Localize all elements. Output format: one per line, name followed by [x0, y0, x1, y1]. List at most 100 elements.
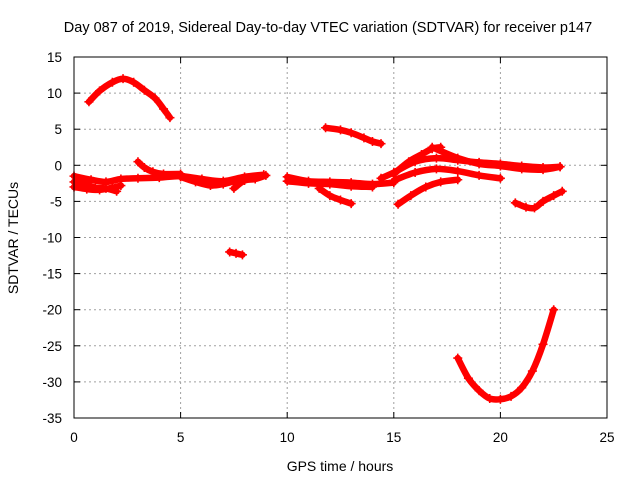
data-point	[463, 373, 473, 383]
data-point	[80, 179, 90, 189]
data-point	[150, 93, 160, 103]
data-point	[159, 169, 169, 179]
data-point	[367, 136, 377, 146]
x-tick-labels: 0 5 10 15 20 25	[70, 430, 614, 445]
data-point	[336, 125, 345, 135]
data-point	[376, 173, 386, 183]
series-arc-8	[225, 247, 247, 260]
series-arc-1	[84, 74, 175, 123]
data-point	[231, 248, 241, 258]
x-tick-label: 25	[599, 430, 614, 445]
plot-frame	[73, 56, 608, 419]
data-point	[555, 162, 565, 172]
y-axis-label: SDTVAR / TECUs	[5, 182, 21, 294]
data-point	[95, 86, 105, 96]
data-series	[69, 74, 567, 404]
data-point	[376, 139, 386, 149]
x-tick-label: 15	[386, 430, 401, 445]
series-arc-7	[229, 170, 271, 193]
y-tick-label: -20	[42, 303, 62, 318]
data-point	[129, 77, 139, 87]
data-point	[367, 182, 377, 192]
data-point	[139, 85, 149, 95]
y-tick-label: -15	[42, 267, 62, 282]
series-band	[315, 185, 355, 207]
data-point	[314, 183, 324, 193]
data-point	[176, 172, 186, 182]
data-point	[133, 173, 143, 183]
data-point	[530, 203, 540, 213]
data-point	[506, 391, 516, 401]
data-point	[240, 175, 250, 185]
data-point	[250, 174, 260, 184]
y-tick-label: -35	[42, 411, 62, 426]
data-point	[527, 366, 537, 376]
data-point	[107, 77, 117, 87]
data-point	[346, 199, 356, 209]
data-point	[431, 164, 441, 174]
data-point	[485, 394, 495, 404]
data-point	[359, 133, 369, 143]
data-point	[225, 247, 235, 257]
data-point	[436, 177, 446, 187]
y-tick-label: -30	[42, 375, 62, 390]
data-point	[495, 173, 505, 183]
data-point	[406, 191, 416, 201]
y-tick-label: -10	[42, 231, 62, 246]
data-point	[517, 383, 527, 393]
data-point	[549, 305, 559, 315]
data-point	[495, 161, 505, 171]
series-arc-10	[282, 176, 377, 192]
data-point	[521, 202, 531, 212]
x-tick-label: 0	[70, 430, 78, 445]
series-arc-15	[389, 164, 505, 185]
data-point	[417, 149, 427, 159]
data-point	[421, 182, 431, 192]
data-point	[84, 97, 94, 107]
data-point	[453, 175, 463, 185]
data-point	[393, 199, 403, 209]
data-point	[346, 128, 356, 138]
chart-title: Day 087 of 2019, Sidereal Day-to-day VTE…	[64, 20, 592, 36]
data-point	[237, 250, 247, 260]
y-tick-label: 10	[47, 86, 62, 101]
series-arc-12	[321, 123, 386, 149]
data-point	[453, 353, 463, 363]
data-point	[549, 191, 559, 201]
data-point	[453, 153, 463, 163]
y-tick-labels: -35 -30 -25 -20 -15 -10 -5 0 5 10 15	[42, 50, 62, 426]
series-arc-18	[510, 186, 567, 213]
series-arc-11	[314, 183, 356, 209]
y-tick-label: 5	[54, 122, 62, 137]
data-point	[404, 157, 414, 167]
y-tick-label: 15	[47, 50, 62, 65]
data-point	[118, 74, 128, 84]
data-point	[325, 179, 335, 189]
x-axis-label: GPS time / hours	[287, 458, 394, 474]
series-arc-19	[453, 305, 559, 404]
data-point	[538, 339, 548, 349]
x-tick-label: 20	[493, 430, 508, 445]
data-point	[346, 181, 356, 191]
data-point	[453, 166, 463, 176]
x-tick-label: 5	[177, 430, 185, 445]
data-point	[510, 198, 520, 208]
data-point	[261, 170, 271, 180]
y-tick-label: 0	[54, 158, 62, 173]
data-point	[389, 175, 399, 185]
data-point	[557, 186, 567, 196]
data-point	[282, 176, 292, 186]
data-point	[133, 157, 143, 167]
data-point	[139, 162, 149, 172]
data-point	[427, 142, 437, 152]
data-point	[165, 113, 175, 123]
data-point	[538, 165, 548, 175]
y-tick-label: -5	[50, 194, 62, 209]
data-point	[218, 179, 228, 189]
x-tick-label: 10	[280, 430, 295, 445]
series-arc-5	[133, 157, 186, 179]
data-point	[517, 164, 527, 174]
data-point	[116, 181, 126, 191]
data-point	[112, 186, 122, 196]
